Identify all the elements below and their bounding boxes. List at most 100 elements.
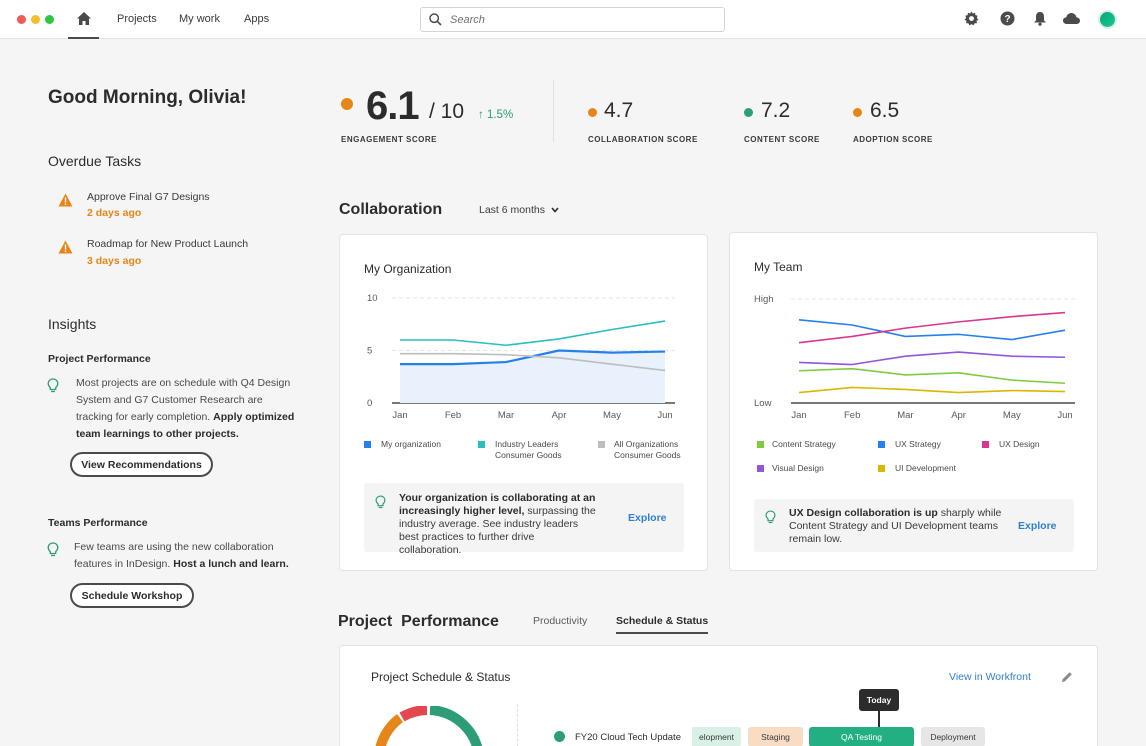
today-line [878,711,880,729]
project-row-label[interactable]: FY20 Cloud Tech Update [575,732,681,743]
series-line [798,311,1066,344]
series-line [798,319,1066,341]
schedule-workshop-button[interactable]: Schedule Workshop [70,583,194,608]
legend-swatch [478,441,485,448]
x-tick-label: Feb [445,410,461,421]
window-maximize-dot[interactable] [45,15,54,24]
stage-development[interactable]: elopment [692,727,741,746]
legend-swatch [982,441,989,448]
lightbulb-icon [47,542,59,557]
warning-icon [58,193,73,207]
window-close-dot[interactable] [17,15,26,24]
series-line [400,320,666,347]
legend-label: UI Development [895,463,956,473]
content-status-dot [744,108,753,117]
insight-teams-body: Few teams are using the new collaboratio… [74,541,274,570]
view-recommendations-button[interactable]: View Recommendations [70,452,213,477]
help-icon[interactable]: ? [1000,11,1015,26]
task-due: 3 days ago [87,255,142,267]
svg-text:?: ? [1004,14,1010,25]
org-insight-text: Your organization is collaborating at an… [399,492,599,557]
task-title[interactable]: Roadmap for New Product Launch [87,238,249,250]
view-in-workfront-link[interactable]: View in Workfront [949,671,1031,683]
legend-label: UX Strategy [895,439,941,449]
greeting: Good Morning, Olivia! [48,87,247,108]
legend-swatch [878,465,885,472]
area-fill [400,350,665,403]
collaboration-score-value: 4.7 [604,99,634,122]
engagement-score-value: 6.1 [366,84,420,128]
lightbulb-icon [47,378,59,393]
series-line [798,386,1066,394]
x-tick-label: Jun [657,410,672,421]
legend-swatch [598,441,605,448]
stage-deployment[interactable]: Deployment [921,727,985,746]
window-minimize-dot[interactable] [31,15,40,24]
insight-project-text: Most projects are on schedule with Q4 De… [76,375,296,443]
legend-swatch [364,441,371,448]
top-bar: Projects My work Apps ? [0,0,1146,39]
legend-swatch [757,441,764,448]
team-explore-link[interactable]: Explore [1018,520,1057,532]
arrow-up-icon: ↑ [478,109,484,121]
chevron-down-icon [551,207,559,213]
content-score-value: 7.2 [761,99,791,122]
collaboration-status-dot [588,108,597,117]
x-tick-label: Mar [897,410,913,421]
tab-productivity[interactable]: Productivity [533,615,588,627]
home-icon [76,12,91,25]
collaboration-score-label: COLLABORATION SCORE [588,135,698,144]
lightbulb-icon [765,510,776,524]
team-insight-body: sharply while Content Strategy and UI De… [789,507,1002,545]
org-card-title: My Organization [364,262,452,276]
x-tick-label: Apr [951,410,966,421]
task-title[interactable]: Approve Final G7 Designs [87,191,210,203]
team-card-title: My Team [754,260,803,274]
nav-projects[interactable]: Projects [117,13,157,25]
project-performance-title: Project Performance [338,613,499,630]
lightbulb-icon [375,495,386,509]
engagement-score-max: / 10 [429,100,465,123]
engagement-delta-value: 1.5% [486,109,514,121]
bell-icon[interactable] [1033,11,1047,26]
stage-qa-testing[interactable]: QA Testing [809,727,914,746]
stage-staging[interactable]: Staging [748,727,803,746]
insight-project-heading: Project Performance [48,353,151,365]
engagement-score-label: ENGAGEMENT SCORE [341,135,438,144]
legend-label: Visual Design [772,463,824,473]
task-due: 2 days ago [87,207,142,219]
pencil-icon[interactable] [1061,671,1073,683]
x-tick-label: Apr [552,410,567,421]
content-score-label: CONTENT SCORE [744,135,820,144]
series-line [798,367,1066,385]
insight-teams-heading: Teams Performance [48,517,148,529]
y-tick-label: High [754,294,774,305]
x-tick-label: Mar [498,410,514,421]
nav-apps[interactable]: Apps [244,13,270,25]
org-chart: 10 5 0 Jan Feb Mar Apr May Jun [367,293,675,421]
today-marker: Today [859,689,899,711]
org-explore-link[interactable]: Explore [628,512,667,524]
org-card: My Organization 10 5 0 Jan Feb Mar Apr May Jun M… [339,234,708,571]
legend-label: All Organizations Consumer Goods [614,439,681,460]
period-dropdown[interactable]: Last 6 months [479,204,559,216]
engagement-status-dot [341,98,353,110]
divider [517,704,518,746]
legend-swatch [878,441,885,448]
avatar[interactable] [1098,10,1117,29]
nav-my-work[interactable]: My work [179,13,220,25]
gear-icon[interactable] [964,11,979,26]
insight-project-body: Most projects are on schedule with Q4 De… [76,377,291,423]
engagement-delta: ↑ 1.5% [478,109,513,121]
adoption-score-label: ADOPTION SCORE [853,135,933,144]
search-input[interactable] [450,11,710,29]
x-tick-label: Jan [791,410,806,421]
period-value: Last 6 months [479,204,545,216]
nav-home[interactable] [68,0,99,39]
tab-schedule-status[interactable]: Schedule & Status [616,615,709,634]
project-status-dot [554,731,565,742]
warning-icon [58,240,73,254]
cloud-icon[interactable] [1063,13,1080,24]
legend-swatch [757,465,764,472]
legend-label: UX Design [999,439,1040,449]
